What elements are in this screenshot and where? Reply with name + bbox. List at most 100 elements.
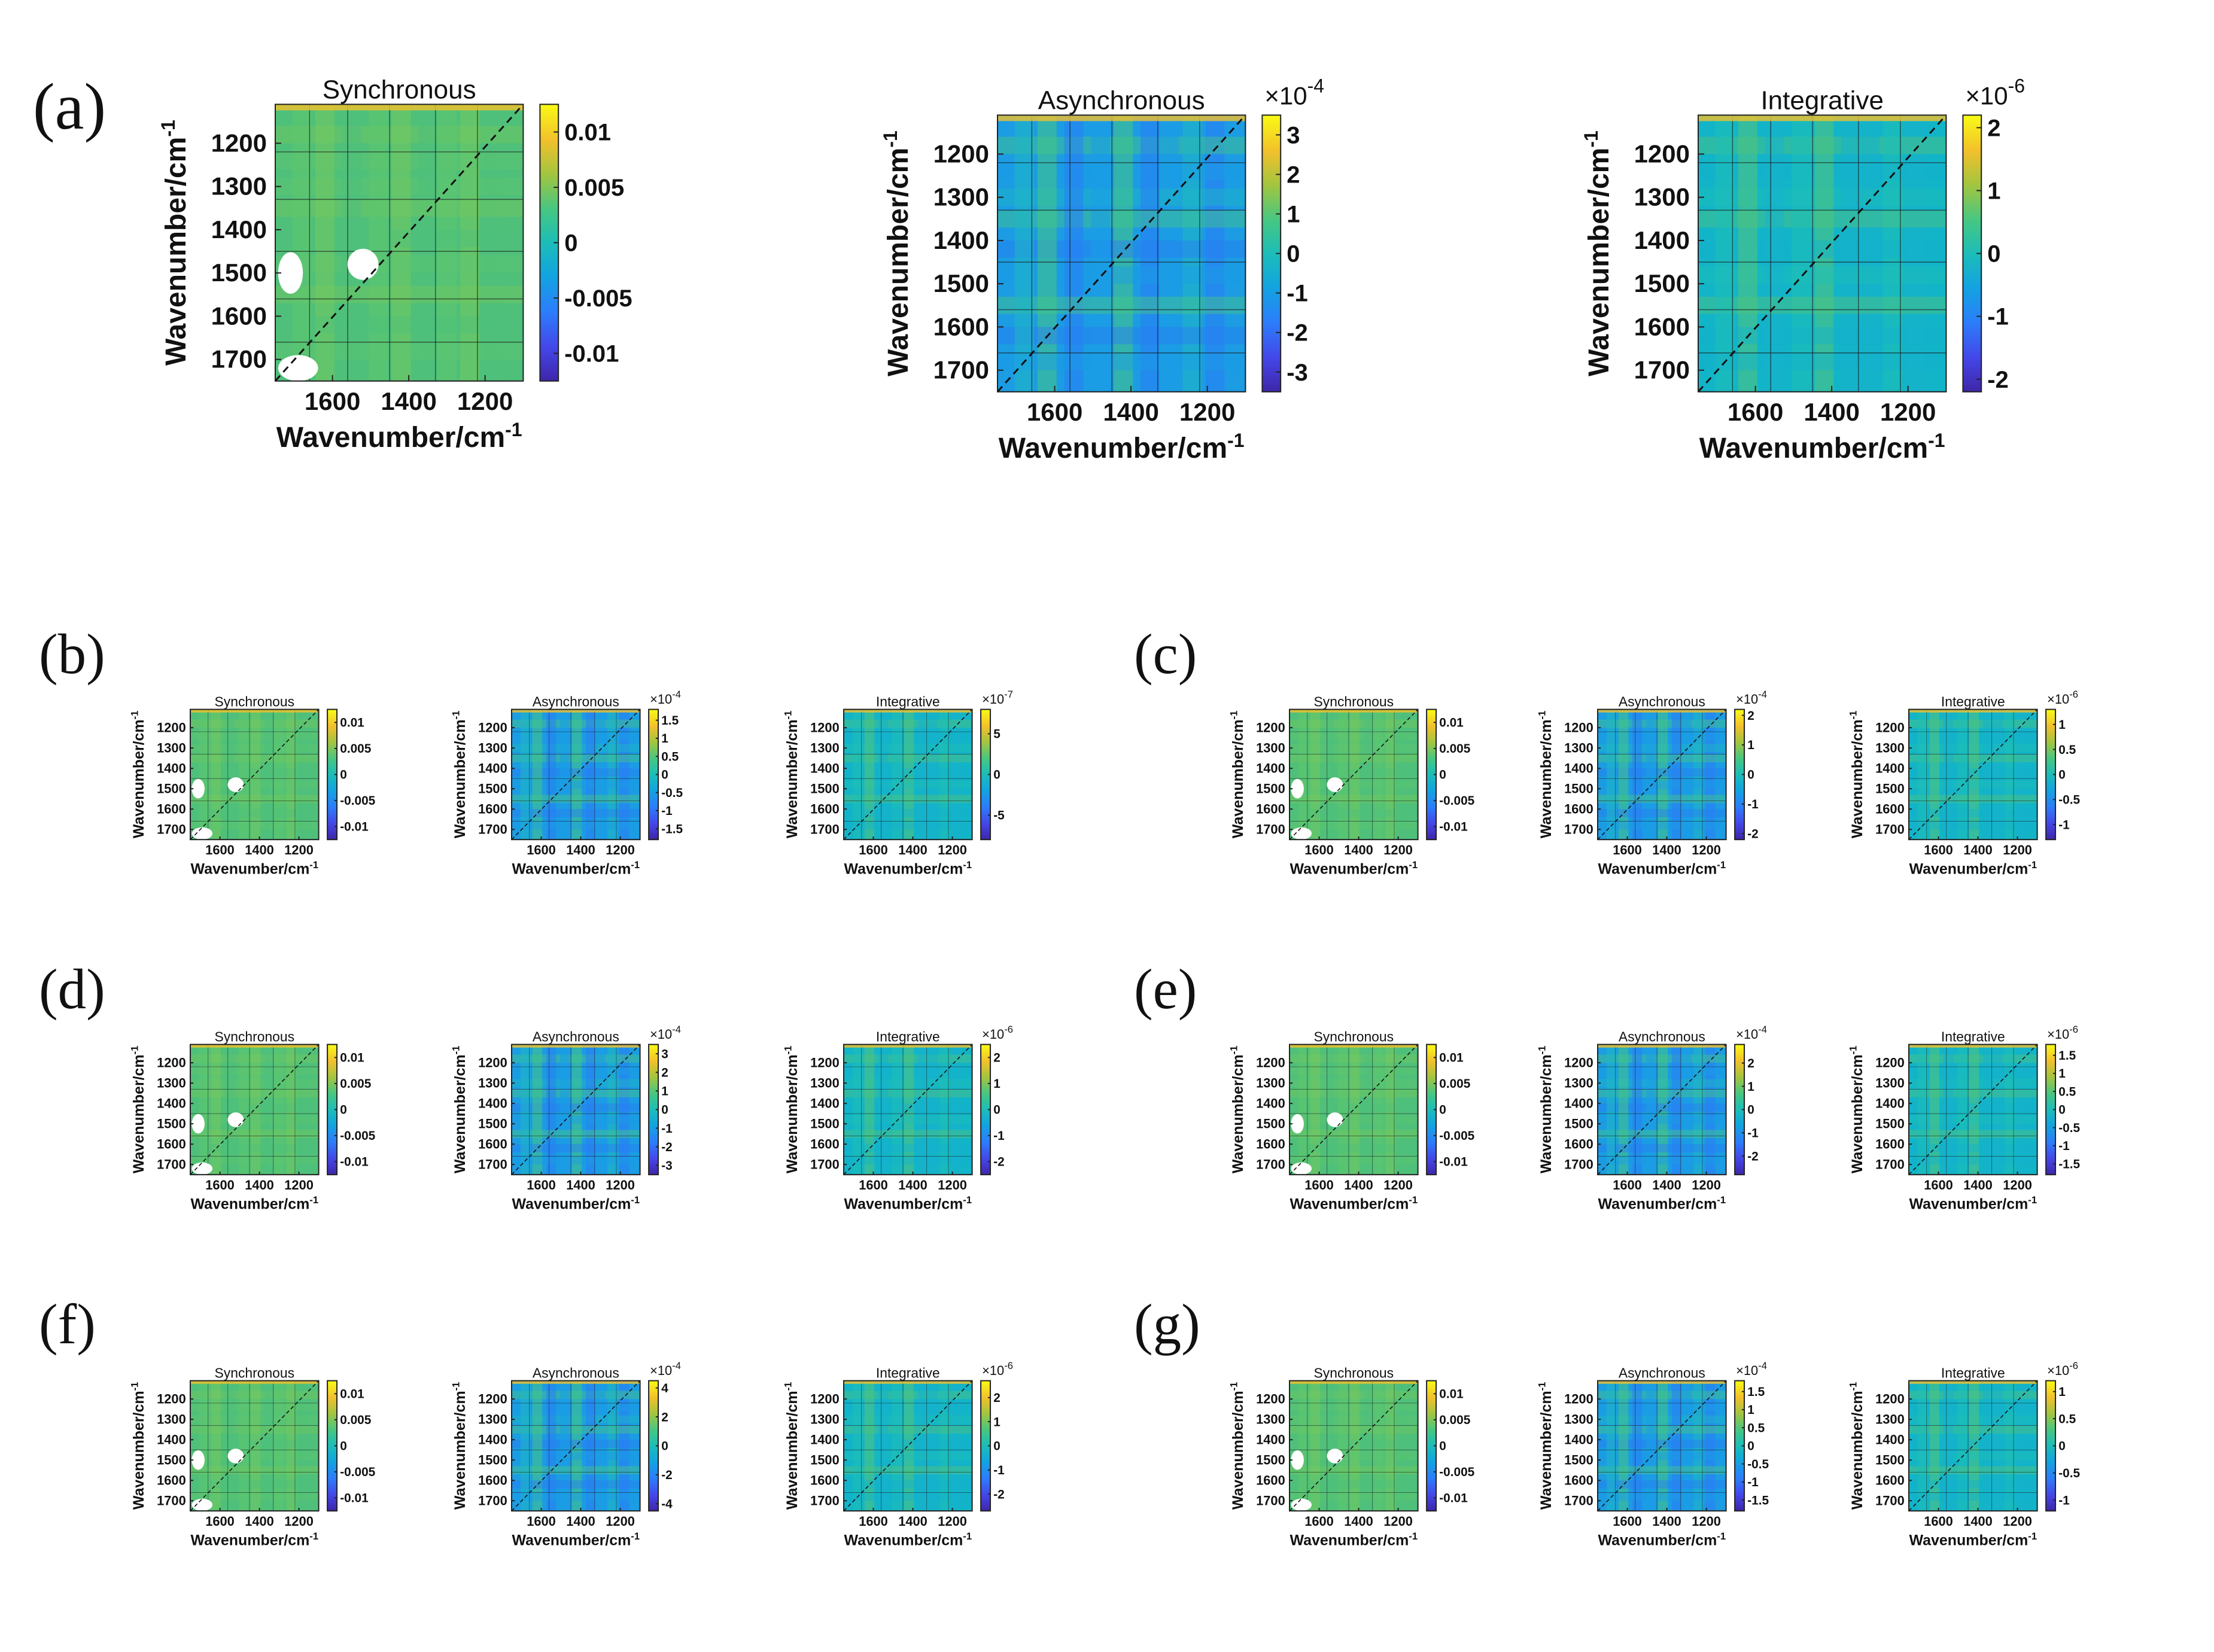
contour-band-v [1397,1044,1407,1175]
y-axis-label: Wavenumber/cm-1 [157,120,192,366]
y-tick-label: 1500 [157,1116,186,1131]
contour-band-v [520,1044,531,1175]
contour-band-h [512,1492,640,1501]
x-tick-label: 1600 [1613,1178,1642,1192]
y-tick-label: 1200 [157,1391,186,1406]
contour-band-v [1715,115,1735,392]
y-tick-label: 1700 [211,345,267,373]
heatmap-f-0: Synchronous 1600 1400 1200 1200 1300 1400 1500 1… [129,1365,376,1548]
y-tick-label: 1700 [157,1157,186,1172]
colorbar-tick-label: -0.5 [661,786,683,800]
contour-band-v [939,1044,950,1175]
contour-band-h [1290,809,1418,817]
contour-band-v [1298,1044,1309,1175]
x-tick-label: 1400 [1103,398,1158,426]
y-axis-unit-exp: -1 [129,711,141,720]
colorbar-tick-label: 0.005 [1439,1077,1470,1091]
x-tick-label: 1400 [898,842,927,857]
diagonal-line [511,1380,641,1511]
contour-band-h [512,1466,640,1474]
x-tick-label: 1600 [205,1178,235,1192]
colorbar-tick-label: 0.005 [340,1077,371,1091]
colorbar-tick-label: -0.5 [2058,1467,2080,1480]
y-tick-label: 1200 [1256,720,1285,735]
y-tick-label: 1200 [211,129,267,157]
contour-band-v [1397,709,1407,840]
colorbar-multiplier: ×10-4 [650,1024,681,1042]
panel-label-e: (e) [1134,957,1197,1021]
x-tick-label: 1200 [1692,1178,1721,1192]
y-axis-label: Wavenumber/cm-1 [880,130,914,376]
x-tick-label: 1600 [1304,842,1334,857]
colorbar-tick-label: -0.5 [2058,793,2080,807]
colorbar-tick-label: 2 [1747,709,1754,723]
contour-band-v [250,1044,261,1175]
colorbar-tick-label: 0.5 [661,750,679,763]
contour-band-v [1929,1044,1940,1175]
x-axis-unit-exp: -1 [1409,1531,1418,1542]
contour-band-v [1705,709,1716,840]
x-axis-unit-exp: -1 [309,1531,318,1542]
plot-frame [1908,708,2038,841]
diagonal-line [511,709,641,840]
x-axis-label: Wavenumber/cm-1 [512,859,640,877]
contour-band-h [1909,768,2037,777]
colorbar-tick-label: 1 [2058,1067,2066,1081]
colorbar-tick-label: -0.005 [564,285,632,312]
y-tick-label: 1400 [1875,1096,1905,1111]
colorbar-tick-label: 0.005 [1439,1413,1470,1427]
contour-band-v [1632,709,1643,840]
y-tick-label: 1300 [810,1075,840,1090]
colorbar-multiplier: ×10-4 [1736,1360,1767,1378]
x-tick-label: 1400 [1344,1178,1373,1192]
contour-band-v [619,1044,629,1175]
contour-band-v [264,1044,275,1175]
x-axis-label: Wavenumber/cm-1 [844,859,972,877]
y-tick-label: 1200 [157,1055,186,1070]
contour-band-v [224,709,235,840]
colorbar-tick-label: 0 [340,768,347,782]
x-axis-unit-exp: -1 [1928,430,1945,451]
contour-band-v [1337,1380,1348,1511]
contour-band-h [1909,1466,2037,1474]
y-tick-label: 1300 [478,1075,507,1090]
y-tick-label: 1400 [157,1096,186,1111]
chart-title: Integrative [1760,86,1883,115]
contour-band-v [1705,1380,1716,1511]
chart-title: Asynchronous [533,693,619,709]
colorbar-tick-label: 1.5 [2058,1049,2076,1063]
blank-region [191,1162,213,1175]
contour-band-h [1598,1130,1726,1138]
x-tick-label: 1200 [2003,842,2032,857]
contour-band-v [927,1380,938,1511]
contour-band-v [619,1380,629,1511]
colorbar-tick-label: -1 [1747,798,1759,811]
edge-highlight [512,709,640,713]
contour-band-v [546,709,556,840]
y-axis-label: Wavenumber/cm-1 [783,1046,801,1174]
contour-band-v [1298,1380,1309,1511]
blank-region [1327,1112,1343,1127]
colorbar-tick-label: 0 [1747,768,1754,782]
edge-highlight [1909,709,2037,713]
colorbar-tick-label: 1.5 [1747,1385,1765,1399]
colorbar-tick-label: 0.01 [564,120,611,146]
contour-band-h [1909,821,2037,830]
colorbar-tick-label: 0.5 [1747,1421,1765,1435]
x-tick-label: 1600 [1027,398,1082,426]
chart-title: Asynchronous [533,1029,619,1044]
diagonal-line [1697,114,1947,393]
x-axis-unit-exp: -1 [631,1531,640,1542]
contour-band-v [1310,1380,1321,1511]
y-tick-label: 1700 [1564,1157,1593,1172]
y-tick-label: 1500 [1256,781,1285,796]
contour-band-v [1658,1380,1668,1511]
colorbar-tick-label: 2 [1747,1057,1754,1070]
contour-band-v [437,104,457,381]
contour-band-h [1598,780,1726,789]
contour-band-v [892,709,902,840]
blank-region [1327,777,1343,792]
contour-band-h [190,809,319,817]
x-axis-unit-exp: -1 [963,1194,972,1206]
chart-title: Asynchronous [533,1365,619,1380]
